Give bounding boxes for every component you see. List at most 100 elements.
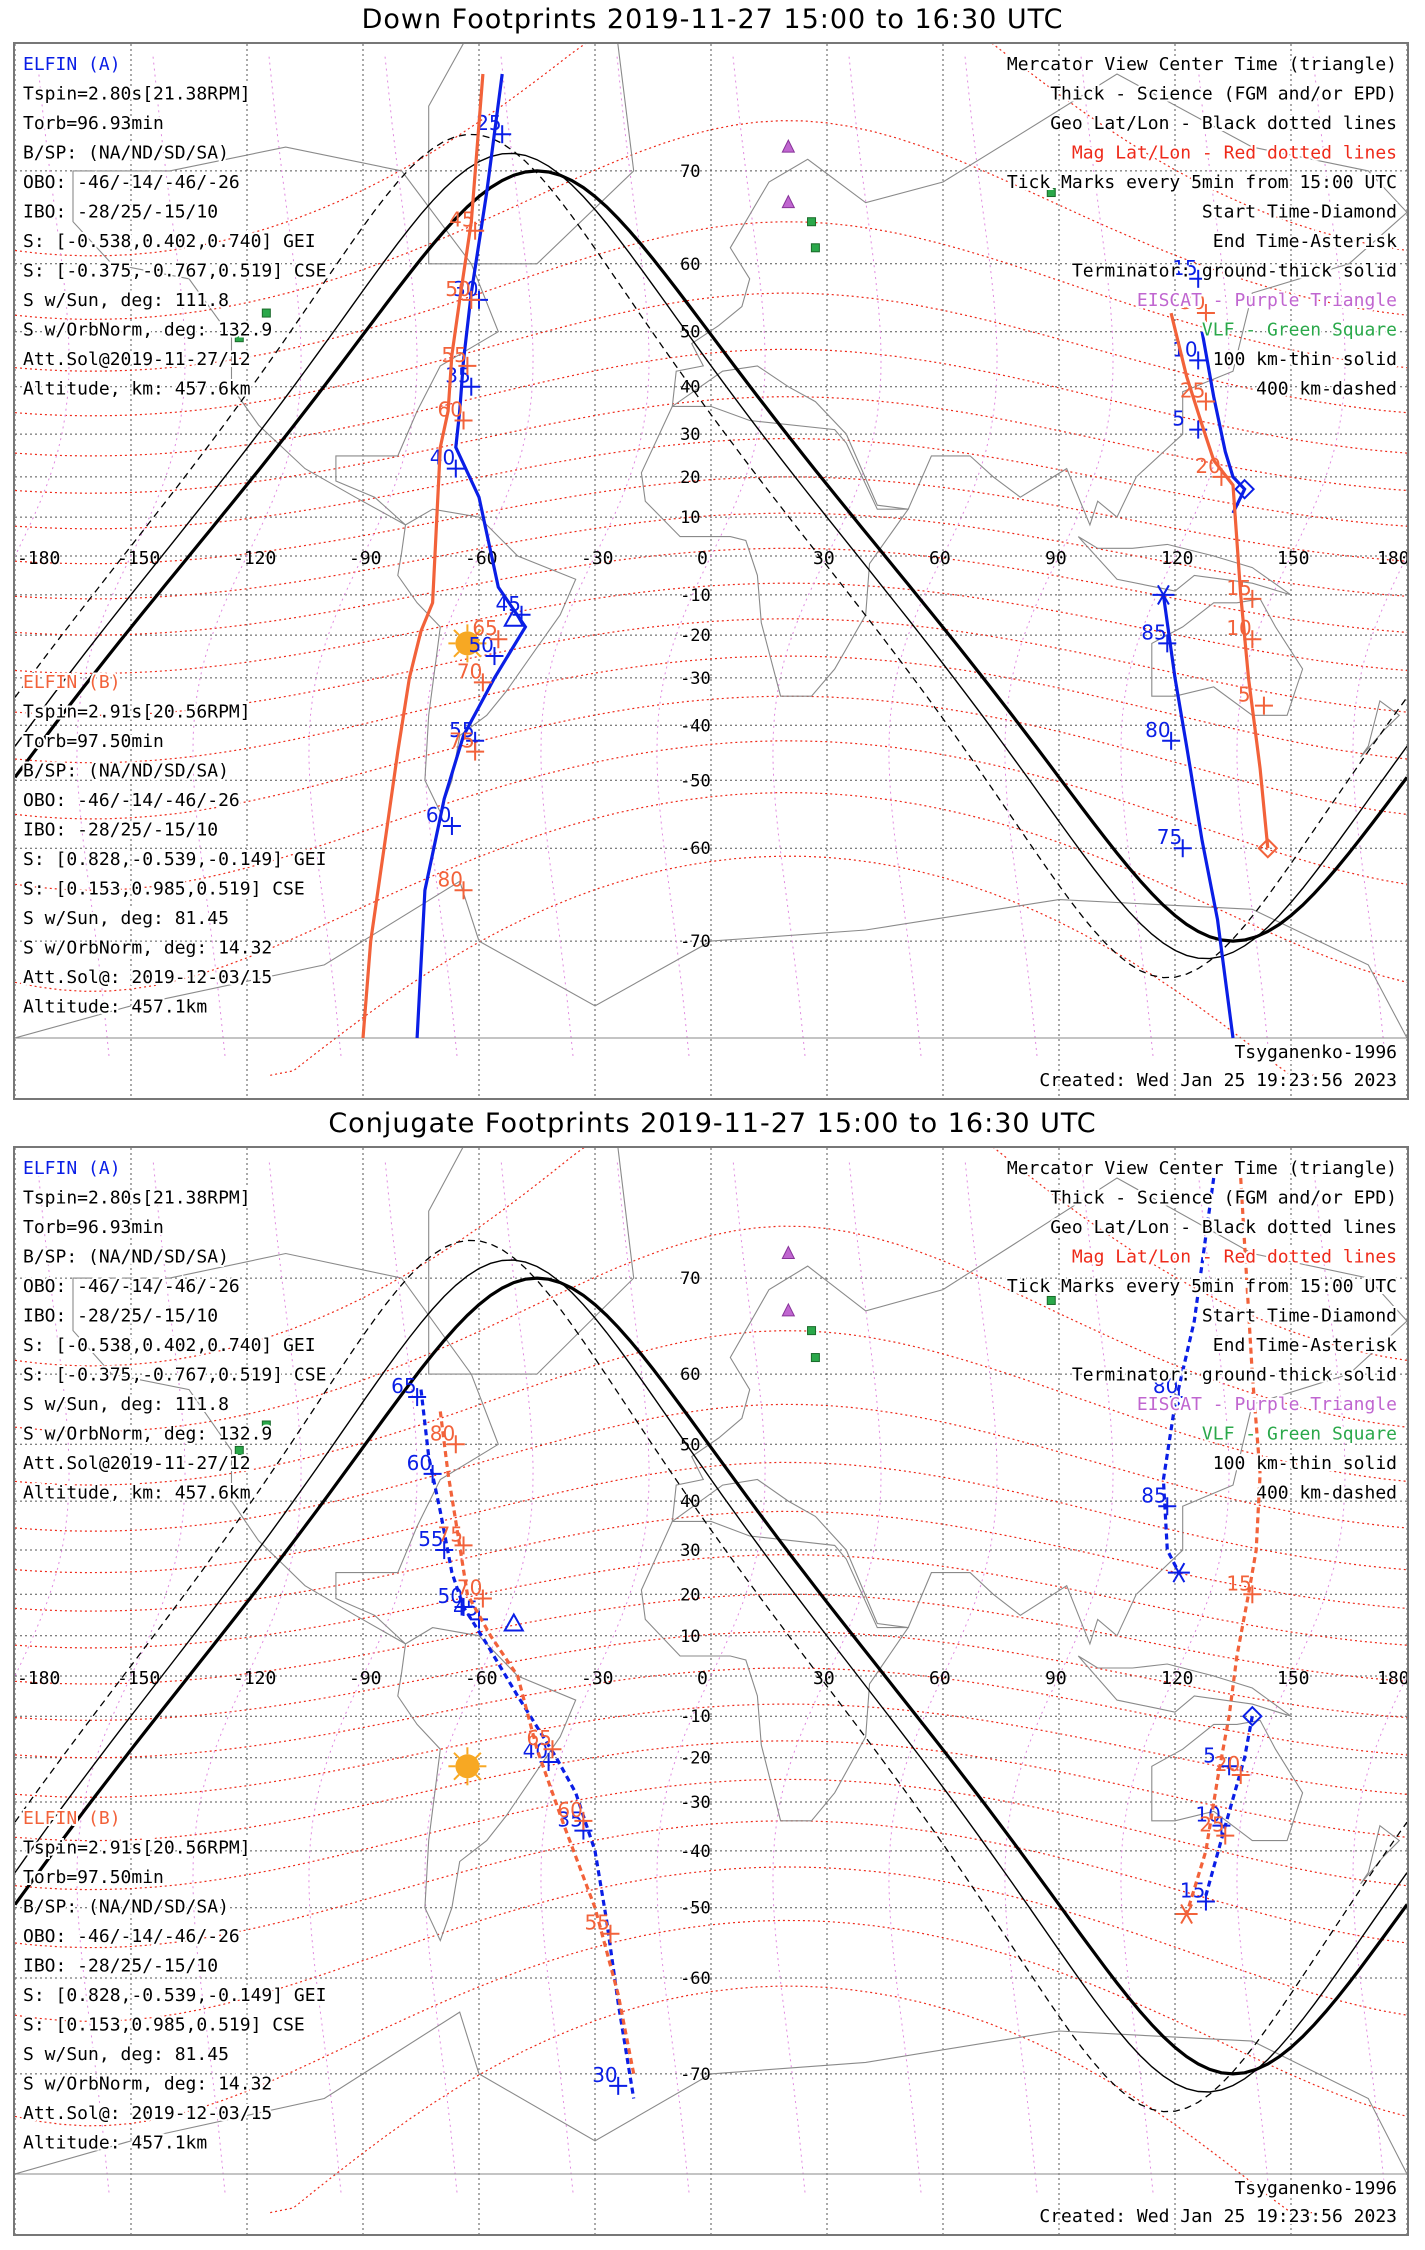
mag-meridian [1236,56,1346,1056]
elfin-b-header: ELFIN (B) [23,1808,121,1829]
lon-tick-label: 90 [1045,1668,1067,1689]
lat-tick-label: 30 [680,1541,700,1561]
legend-line: Geo Lat/Lon - Black dotted lines [1050,113,1397,134]
mag-meridian [308,1159,418,2193]
end-time-asterisk-icon [1157,584,1170,605]
elfin-a-header: ELFIN (A) [23,54,121,75]
elfin-a-info-line: S: [-0.538,0.402,0.740] GEI [23,1335,316,1356]
lon-tick-label: 60 [929,548,951,569]
mag-parallel [15,791,1407,992]
sun-ray [453,651,460,658]
elfin-a-info-line: S: [-0.538,0.402,0.740] GEI [23,231,316,252]
time-tick-label: 85 [1141,1483,1166,1507]
lat-tick-label: -50 [680,1899,711,1919]
start-time-diamond-icon [1241,1705,1263,1727]
vlf-square-icon [234,333,244,343]
legend-line: Mag Lat/Lon - Red dotted lines [1072,143,1397,164]
lat-tick-label: -20 [680,1749,711,1769]
mag-parallel [15,1593,1407,1685]
time-tick-label: 25 [1180,379,1205,403]
elfin-a-info-line: IBO: -28/25/-15/10 [23,202,218,223]
mag-meridian [772,56,882,1056]
lon-tick-label: -150 [117,548,160,569]
lat-tick-label: -40 [680,716,711,736]
lon-tick-label: 150 [1277,1668,1310,1689]
legend-line: 100 km-thin solid [1213,349,1397,370]
elfin-b-info-line: OBO: -46/-14/-46/-26 [23,790,240,811]
lon-tick-label: 90 [1045,548,1067,569]
lon-tick-label: -120 [233,548,276,569]
lat-tick-label: -60 [680,839,711,859]
footprint-trace-a [1200,331,1247,514]
time-tick-label: 15 [1226,1571,1251,1595]
footprint-trace-b [1185,1177,1262,1915]
mag-meridian [1004,56,1114,1056]
time-tick-label: 15 [1172,256,1197,280]
lon-tick-label: -60 [465,548,498,569]
vlf-square-icon [1046,188,1056,198]
time-tick-label: 5 [1203,1743,1216,1767]
elfin-a-info-line: Torb=96.93min [23,1217,164,1238]
mag-parallel [15,1225,1407,1433]
lon-tick-label: -180 [17,1668,60,1689]
elfin-a-info-line: S: [-0.375,-0.767,0.519] CSE [23,1365,326,1386]
lat-tick-label: -20 [680,626,711,646]
lon-tick-label: -180 [17,548,60,569]
time-tick-label: 10 [1226,616,1251,640]
time-tick-label: 30 [453,277,478,301]
time-tick-label: 55 [584,1911,609,1935]
mag-meridian [76,1159,186,2193]
mag-parallel [15,221,1407,372]
legend-line: EISCAT - Purple Triangle [1137,1394,1397,1415]
mag-meridian [15,56,70,558]
time-tick-label: 80 [1153,1374,1178,1398]
time-tick-label: 70 [457,659,482,683]
lon-tick-label: 0 [697,548,708,569]
mag-parallel [15,1148,1407,1367]
mercator-map-conjugate: -180 -150 -120 -90 -60 -30 0 30 60 90 120 150 180 70 6… [15,1148,1407,2234]
time-tick-label: 65 [391,1374,416,1398]
elfin-a-info-line: Tspin=2.80s[21.38RPM] [23,84,251,105]
vlf-square-icon [234,1445,244,1455]
mag-meridian [424,56,534,1056]
continent-outline [671,1177,1407,1646]
time-tick-label: 50 [468,633,493,657]
sun-ray [453,1752,460,1759]
continent-outline [428,44,635,265]
continent-outline [15,2011,1407,2175]
time-tick-label: 55 [441,343,466,367]
legend-line: Geo Lat/Lon - Black dotted lines [1050,1217,1397,1238]
lat-tick-label: 30 [680,425,700,445]
sun-icon [455,1754,480,1779]
elfin-a-info-line: Altitude, km: 457.6km [23,379,251,400]
time-tick-label: 50 [445,277,470,301]
lat-tick-label: -50 [680,771,711,791]
continent-outline [1360,699,1401,758]
mag-parallel [15,1667,1407,1759]
lat-tick-label: 70 [680,1269,700,1289]
time-tick-label: 65 [526,1726,551,1750]
terminator-100km-line [15,152,1407,960]
footprint-trace-a [1161,594,1235,1039]
time-tick-label: 15 [1226,576,1251,600]
elfin-b-info-line: Altitude: 457.1km [23,997,207,1018]
continent-outline [1360,1824,1401,1885]
elfin-b-header: ELFIN (B) [23,672,121,693]
panel-title-conjugate: Conjugate Footprints 2019-11-27 15:00 to… [328,1108,1097,1139]
elfin-b-info-line: Torb=97.50min [23,731,164,752]
legend-line: Start Time-Diamond [1202,202,1397,223]
mag-parallel [15,1631,1407,1721]
time-tick-label: 10 [1172,337,1197,361]
continent-outline [1151,1719,1304,1842]
time-tick-label: 20 [1195,454,1220,478]
mag-meridian [540,1159,650,2193]
elfin-a-info-line: Att.Sol@2019-11-27/12 [23,1453,251,1474]
start-time-diamond-icon [1234,478,1256,500]
legend-line: EISCAT - Purple Triangle [1137,290,1397,311]
elfin-a-info-line: Att.Sol@2019-11-27/12 [23,349,251,370]
time-tick-label: 15 [1180,1879,1205,1903]
continent-outline [397,1627,577,1943]
mag-parallel [15,1820,1407,1949]
legend-line: 400 km-dashed [1256,379,1397,400]
eiscat-triangle-icon [781,1302,796,1317]
